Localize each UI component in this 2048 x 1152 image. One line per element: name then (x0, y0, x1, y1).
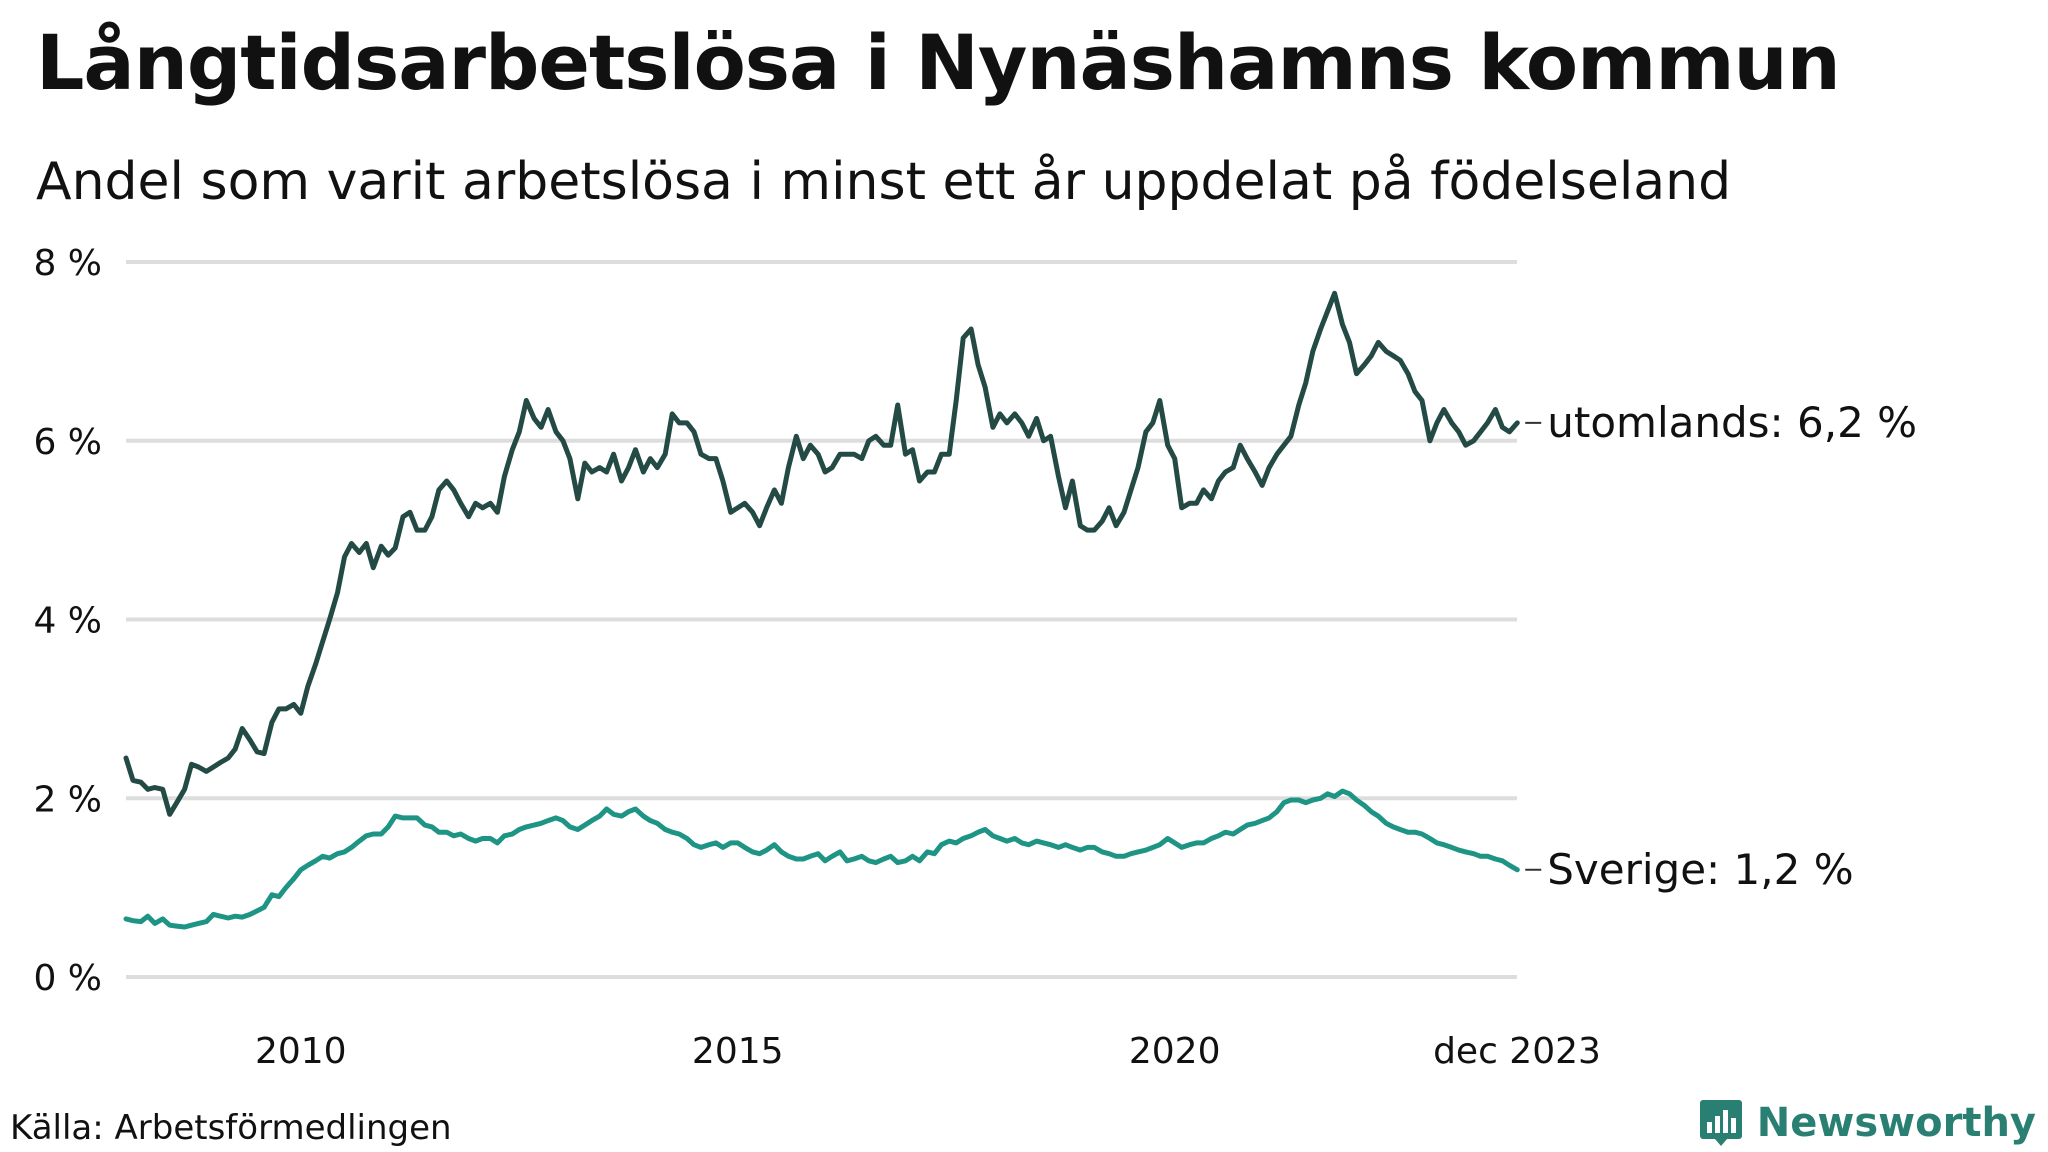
x-tick-label: 2010 (255, 1031, 347, 1072)
end-label-sverige: Sverige: 1,2 % (1547, 845, 1853, 894)
x-tick-label: 2020 (1129, 1031, 1221, 1072)
x-tick-label: 2015 (692, 1031, 784, 1072)
y-tick-label: 8 % (33, 243, 102, 284)
series-line-sverige (123, 788, 1520, 930)
y-tick-label: 2 % (33, 779, 102, 820)
y-tick-label: 6 % (33, 422, 102, 463)
y-tick-label: 0 % (33, 958, 102, 999)
y-tick-label: 4 % (33, 601, 102, 642)
chart-title: Långtidsarbetslösa i Nynäshamns kommun (36, 18, 1841, 107)
series-line-utomlands (123, 290, 1520, 817)
newsworthy-logo-icon (1699, 1100, 1742, 1146)
brand-name: Newsworthy (1756, 1100, 2036, 1146)
source-note: Källa: Arbetsförmedlingen (10, 1108, 452, 1148)
line-chart: 0 % 2 % 4 % 6 % 8 % 2010 2015 2020 dec 2023 utoml… (33, 243, 1917, 1072)
end-label-utomlands: utomlands: 6,2 % (1547, 398, 1917, 447)
chart-subtitle: Andel som varit arbetslösa i minst ett å… (36, 152, 1732, 212)
brand[interactable]: Newsworthy (1699, 1098, 2036, 1148)
x-tick-label: dec 2023 (1433, 1031, 1601, 1072)
